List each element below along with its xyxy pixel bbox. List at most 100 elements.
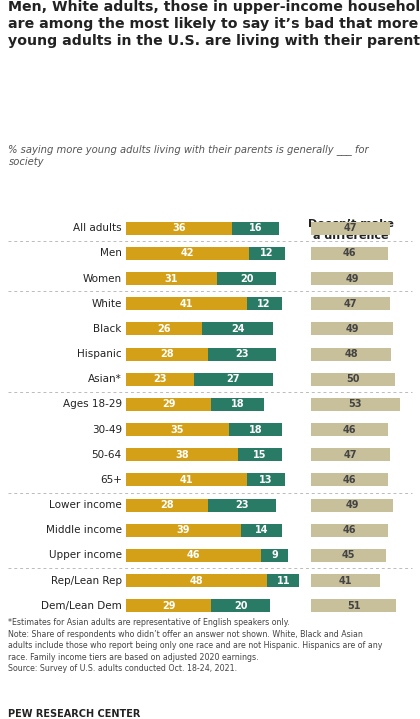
Bar bbox=[217, 272, 276, 285]
Text: 30-49: 30-49 bbox=[92, 425, 122, 434]
Text: 23: 23 bbox=[235, 500, 249, 510]
Bar bbox=[229, 423, 282, 436]
Text: 24: 24 bbox=[231, 324, 244, 334]
Bar bbox=[126, 247, 249, 260]
Text: 41: 41 bbox=[339, 576, 352, 585]
Bar bbox=[311, 297, 390, 311]
Bar bbox=[311, 398, 400, 411]
Text: 13: 13 bbox=[259, 475, 273, 485]
Text: 45: 45 bbox=[342, 551, 355, 560]
Text: Men, White adults, those in upper-income households
are among the most likely to: Men, White adults, those in upper-income… bbox=[8, 0, 420, 47]
Text: Good: Good bbox=[238, 222, 270, 232]
Text: Black: Black bbox=[93, 324, 122, 334]
Text: 26: 26 bbox=[158, 324, 171, 334]
Bar bbox=[311, 272, 393, 285]
Bar bbox=[126, 574, 267, 587]
Bar bbox=[126, 523, 241, 537]
Bar bbox=[311, 549, 386, 562]
Bar bbox=[311, 599, 396, 613]
Bar bbox=[267, 574, 299, 587]
Bar bbox=[126, 297, 247, 311]
Text: 39: 39 bbox=[176, 526, 190, 535]
Text: Bad: Bad bbox=[165, 222, 189, 232]
Bar bbox=[238, 448, 282, 462]
Bar bbox=[232, 221, 279, 235]
Text: 35: 35 bbox=[171, 425, 184, 434]
Bar bbox=[247, 473, 285, 487]
Text: Upper income: Upper income bbox=[49, 551, 122, 560]
Bar bbox=[208, 347, 276, 361]
Bar bbox=[311, 574, 380, 587]
Text: 28: 28 bbox=[160, 349, 174, 359]
Text: Hispanic: Hispanic bbox=[77, 349, 122, 359]
Bar bbox=[126, 347, 208, 361]
Bar bbox=[126, 423, 229, 436]
Text: 14: 14 bbox=[255, 526, 268, 535]
Text: 47: 47 bbox=[344, 224, 357, 233]
Text: 47: 47 bbox=[344, 450, 357, 459]
Bar bbox=[311, 221, 390, 235]
Bar bbox=[202, 322, 273, 336]
Text: Men: Men bbox=[100, 249, 122, 258]
Text: 27: 27 bbox=[226, 375, 240, 384]
Text: 46: 46 bbox=[187, 551, 200, 560]
Text: Ages 18-29: Ages 18-29 bbox=[63, 400, 122, 409]
Bar bbox=[311, 423, 388, 436]
Text: 53: 53 bbox=[349, 400, 362, 409]
Text: 16: 16 bbox=[249, 224, 262, 233]
Bar bbox=[194, 372, 273, 386]
Text: 18: 18 bbox=[249, 425, 262, 434]
Text: 9: 9 bbox=[271, 551, 278, 560]
Bar bbox=[311, 498, 393, 512]
Text: All adults: All adults bbox=[73, 224, 122, 233]
Text: 18: 18 bbox=[231, 400, 244, 409]
Text: Lower income: Lower income bbox=[49, 500, 122, 510]
Bar bbox=[241, 523, 282, 537]
Text: 48: 48 bbox=[344, 349, 358, 359]
Bar bbox=[311, 523, 388, 537]
Text: 41: 41 bbox=[179, 475, 193, 485]
Text: 41: 41 bbox=[179, 299, 193, 308]
Text: 51: 51 bbox=[347, 601, 360, 610]
Bar bbox=[126, 498, 208, 512]
Text: 23: 23 bbox=[235, 349, 249, 359]
Text: 46: 46 bbox=[343, 475, 356, 485]
Bar bbox=[126, 372, 194, 386]
Bar bbox=[249, 247, 285, 260]
Bar bbox=[126, 221, 232, 235]
Text: 11: 11 bbox=[276, 576, 290, 585]
Text: 50: 50 bbox=[346, 375, 360, 384]
Text: 29: 29 bbox=[162, 601, 176, 610]
Text: 29: 29 bbox=[162, 400, 176, 409]
Text: 46: 46 bbox=[343, 249, 356, 258]
Text: 46: 46 bbox=[343, 425, 356, 434]
Text: 20: 20 bbox=[240, 274, 253, 283]
Text: 49: 49 bbox=[345, 274, 359, 283]
Bar bbox=[311, 322, 393, 336]
Text: 28: 28 bbox=[160, 500, 174, 510]
Text: 42: 42 bbox=[181, 249, 194, 258]
Bar bbox=[126, 398, 211, 411]
Text: 49: 49 bbox=[345, 324, 359, 334]
Text: 48: 48 bbox=[190, 576, 203, 585]
Text: 65+: 65+ bbox=[100, 475, 122, 485]
Text: 36: 36 bbox=[172, 224, 186, 233]
Text: Doesn’t make
a difference: Doesn’t make a difference bbox=[308, 219, 394, 241]
Bar bbox=[311, 247, 388, 260]
Text: Rep/Lean Rep: Rep/Lean Rep bbox=[51, 576, 122, 585]
Bar bbox=[311, 448, 390, 462]
Text: PEW RESEARCH CENTER: PEW RESEARCH CENTER bbox=[8, 709, 141, 719]
Text: 12: 12 bbox=[257, 299, 271, 308]
Text: Middle income: Middle income bbox=[46, 526, 122, 535]
Text: 12: 12 bbox=[260, 249, 274, 258]
Bar bbox=[311, 372, 395, 386]
Bar bbox=[247, 297, 282, 311]
Text: 23: 23 bbox=[153, 375, 167, 384]
Text: 49: 49 bbox=[345, 500, 359, 510]
Bar bbox=[126, 322, 202, 336]
Bar bbox=[261, 549, 288, 562]
Text: White: White bbox=[92, 299, 122, 308]
Text: 46: 46 bbox=[343, 526, 356, 535]
Bar bbox=[208, 498, 276, 512]
Bar bbox=[211, 398, 264, 411]
